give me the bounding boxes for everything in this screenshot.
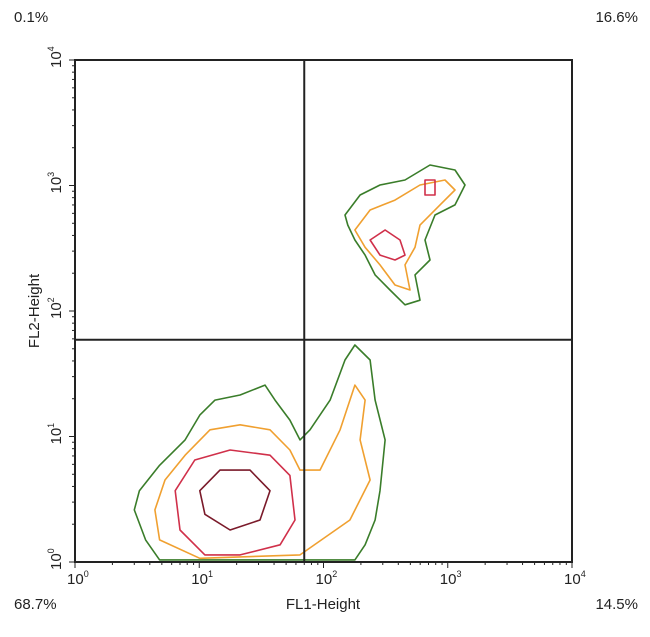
axis-tick-labels: 100 101 102 103 104 100 101 102 103 104 <box>46 46 586 588</box>
contour-inner-2 <box>369 229 406 261</box>
x-tick-label: 101 <box>191 569 213 588</box>
contour-outer-0 <box>344 164 466 306</box>
contour-outer-4 <box>133 344 386 561</box>
contour-middle-5 <box>154 384 371 560</box>
y-axis-label: FL2-Height <box>26 273 43 348</box>
contour-inner-3 <box>424 179 436 196</box>
x-tick-label: 103 <box>440 569 462 588</box>
y-tick-label: 100 <box>46 548 65 570</box>
x-tick-label: 100 <box>67 569 89 588</box>
contour-inner-6 <box>174 449 296 556</box>
y-tick-label: 102 <box>46 297 65 319</box>
contour-layer <box>133 164 466 561</box>
y-tick-label: 101 <box>46 423 65 445</box>
quadrant-lower-left-percent: 68.7% <box>14 596 57 613</box>
quadrant-lower-right-percent: 14.5% <box>595 596 638 613</box>
x-tick-label: 104 <box>564 569 586 588</box>
contour-core-7 <box>199 469 271 531</box>
x-axis-label: FL1-Height <box>286 596 361 613</box>
plot-frame <box>74 59 573 563</box>
quadrant-upper-right-percent: 16.6% <box>595 9 638 26</box>
axis-ticks <box>69 59 573 568</box>
contour-middle-1 <box>354 179 456 291</box>
quadrant-upper-left-percent: 0.1% <box>14 9 48 26</box>
x-tick-label: 102 <box>316 569 338 588</box>
y-tick-label: 103 <box>46 172 65 194</box>
y-tick-label: 104 <box>46 46 65 68</box>
